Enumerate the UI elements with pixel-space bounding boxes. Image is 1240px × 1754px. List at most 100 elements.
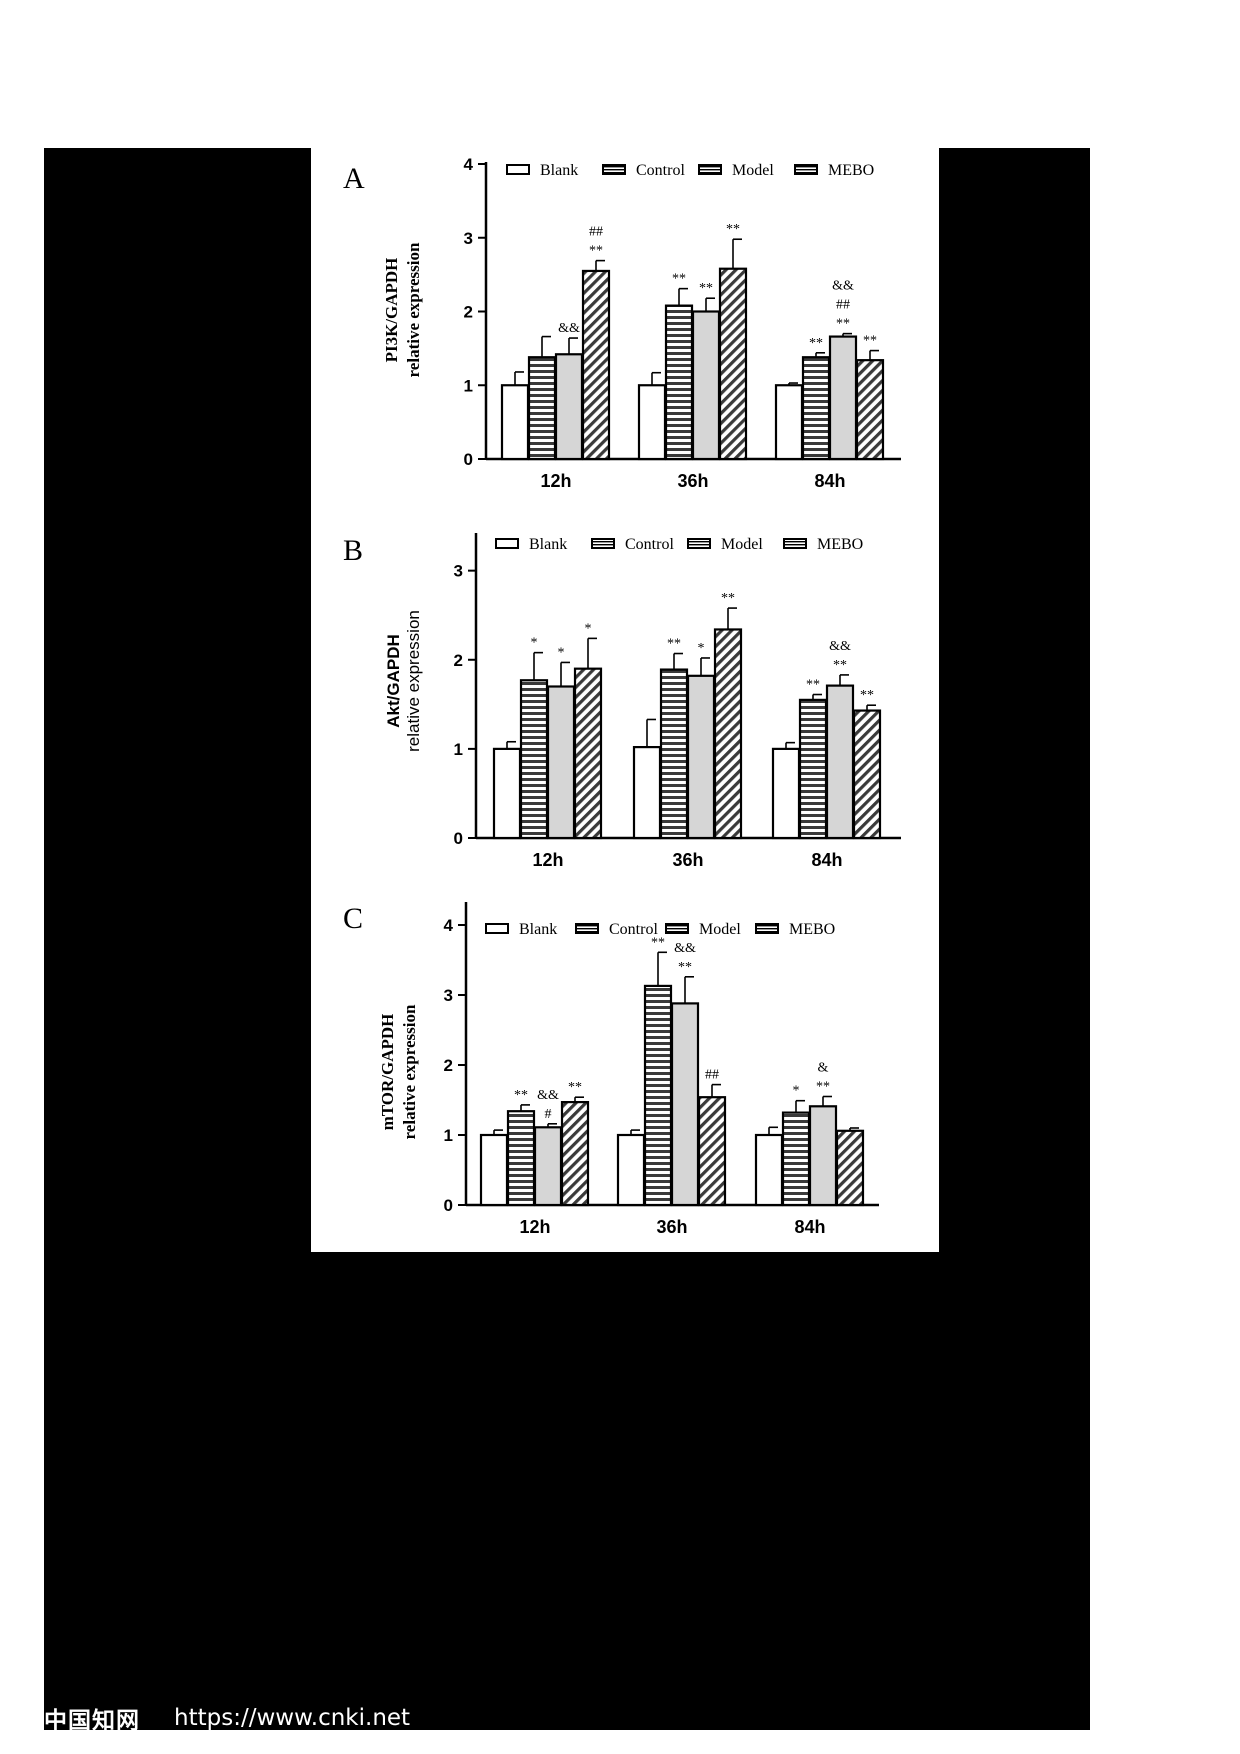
legend-label-blank: Blank	[540, 162, 578, 179]
legend-label-blank: Blank	[529, 536, 567, 553]
bar-control-12h	[506, 1110, 536, 1207]
watermark: 中国知网 https://www.cnki.net	[44, 1700, 410, 1736]
y-tick-label: 2	[464, 303, 473, 322]
significance-mark: ##	[705, 1068, 719, 1083]
significance-mark: &&	[829, 639, 851, 654]
legend-label-mebo: MEBO	[789, 921, 835, 938]
y-axis-label: mTOR/GAPDH	[378, 1014, 397, 1131]
x-tick-label: 12h	[532, 850, 563, 870]
y-tick-label: 1	[454, 740, 463, 759]
y-axis-label-line2: relative expression	[404, 242, 423, 377]
bar-blank-84h	[754, 1133, 784, 1207]
bar-blank-12h	[492, 747, 522, 840]
bar-model-12h	[533, 1126, 563, 1207]
significance-mark: **	[672, 272, 686, 287]
significance-mark: **	[860, 688, 874, 703]
significance-mark: **	[816, 1080, 830, 1095]
legend-swatch-blank	[495, 538, 519, 549]
bar-model-84h	[808, 1105, 838, 1207]
bar-blank-12h	[500, 384, 530, 461]
bar-mebo-84h	[852, 709, 882, 840]
y-axis-label: Akt/GAPDH	[384, 634, 403, 728]
y-tick-label: 2	[454, 651, 463, 670]
x-tick-label: 36h	[672, 850, 703, 870]
y-tick-label: 1	[444, 1126, 453, 1145]
bar-blank-36h	[616, 1133, 646, 1207]
legend-swatch-control	[575, 923, 599, 934]
x-tick-label: 36h	[656, 1217, 687, 1237]
bar-mebo-36h	[697, 1096, 727, 1207]
panel-label: C	[343, 902, 363, 935]
panel-label: B	[343, 534, 363, 567]
legend-swatch-mebo	[794, 164, 818, 175]
bar-mebo-12h	[581, 269, 611, 461]
legend-swatch-control	[602, 164, 626, 175]
significance-mark: &	[818, 1061, 829, 1076]
legend-label-control: Control	[625, 536, 674, 553]
bar-control-36h	[659, 668, 689, 840]
bar-control-36h	[664, 304, 694, 461]
bar-blank-36h	[632, 745, 662, 840]
legend-label-mebo: MEBO	[828, 162, 874, 179]
panel-label: A	[343, 162, 365, 195]
significance-mark: #	[545, 1107, 552, 1122]
significance-mark: &&	[537, 1088, 559, 1103]
significance-mark: **	[699, 281, 713, 296]
x-tick-label: 84h	[794, 1217, 825, 1237]
significance-mark: **	[678, 960, 692, 975]
significance-mark: &&	[558, 321, 580, 336]
legend-swatch-mebo	[755, 923, 779, 934]
y-tick-label: 3	[454, 562, 463, 581]
bar-control-36h	[643, 984, 673, 1207]
y-tick-label: 0	[454, 829, 463, 848]
legend-label-model: Model	[721, 536, 763, 553]
y-tick-label: 3	[464, 229, 473, 248]
significance-mark: **	[809, 336, 823, 351]
legend-label-model: Model	[732, 162, 774, 179]
significance-mark: **	[721, 591, 735, 606]
bar-blank-84h	[771, 747, 801, 840]
y-axis-label-line2: relative expression	[400, 1004, 419, 1139]
significance-mark: **	[667, 637, 681, 652]
y-tick-label: 4	[444, 916, 454, 935]
y-tick-label: 2	[444, 1056, 453, 1075]
x-tick-label: 12h	[519, 1217, 550, 1237]
chart-panel-a: A PI3K/GAPDH relative expression 0 1 2 3 4 Blank…	[343, 155, 901, 491]
significance-mark: *	[698, 641, 705, 656]
bar-control-84h	[798, 698, 828, 840]
bar-model-36h	[670, 1002, 700, 1207]
bar-model-36h	[686, 674, 716, 840]
bar-mebo-12h	[573, 667, 603, 840]
significance-mark: *	[585, 621, 592, 636]
bar-model-84h	[825, 684, 855, 840]
bar-blank-36h	[637, 384, 667, 461]
figure-panel: A PI3K/GAPDH relative expression 0 1 2 3 4 Blank…	[311, 148, 939, 1252]
significance-mark: *	[793, 1084, 800, 1099]
bar-model-12h	[546, 685, 576, 840]
significance-mark: **	[806, 678, 820, 693]
significance-mark: **	[568, 1080, 582, 1095]
x-tick-label: 84h	[814, 471, 845, 491]
legend-label-control: Control	[609, 921, 658, 938]
legend-label-blank: Blank	[519, 921, 557, 938]
legend-swatch-blank	[485, 923, 509, 934]
bar-control-84h	[801, 356, 831, 461]
significance-mark: **	[514, 1088, 528, 1103]
bar-mebo-12h	[560, 1100, 590, 1207]
watermark-url: https://www.cnki.net	[174, 1705, 411, 1731]
y-tick-label: 1	[464, 376, 473, 395]
legend-label-mebo: MEBO	[817, 536, 863, 553]
bar-control-12h	[527, 356, 557, 461]
significance-mark: **	[836, 317, 850, 332]
significance-mark: **	[863, 334, 877, 349]
y-axis-label: PI3K/GAPDH	[382, 258, 401, 363]
bar-control-84h	[781, 1111, 811, 1207]
bar-blank-12h	[479, 1133, 509, 1207]
significance-mark: &&	[832, 279, 854, 294]
bar-model-36h	[691, 310, 721, 461]
bar-model-84h	[828, 335, 858, 461]
legend-swatch-model	[698, 164, 722, 175]
legend-swatch-model	[687, 538, 711, 549]
watermark-cnki-chinese: 中国知网	[44, 1708, 140, 1734]
significance-mark: ##	[589, 225, 603, 240]
